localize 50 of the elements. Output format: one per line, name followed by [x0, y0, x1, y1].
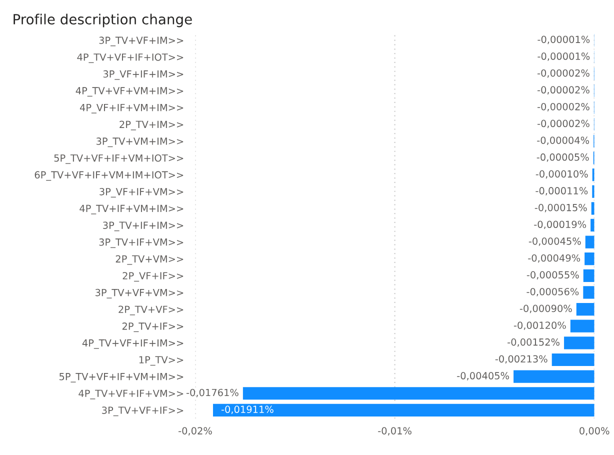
- y-tick-label: 3P_VF+IF+IM>>: [103, 70, 184, 80]
- y-tick-label: 2P_TV+IF>>: [122, 322, 184, 332]
- data-label: -0,00055%: [526, 271, 579, 280]
- y-tick-label: 5P_TV+VF+IF+VM+IOT>>: [54, 154, 184, 164]
- data-label: -0,00002%: [537, 102, 590, 112]
- data-label: -0,01911%: [221, 406, 274, 414]
- data-label: -0,00213%: [495, 355, 548, 364]
- y-tick-label: 3P_VF+IF+VM>>: [100, 188, 184, 198]
- data-label: -0,00010%: [536, 170, 588, 179]
- y-tick-label: 3P_TV+IF+IM>>: [103, 222, 184, 232]
- data-label: -0,00152%: [508, 338, 560, 347]
- data-label: -0,00015%: [534, 204, 587, 212]
- data-label: -0,00002%: [537, 86, 590, 95]
- x-tick-label: 0,00%: [580, 427, 610, 436]
- y-tick-label: 2P_TV+IM>>: [120, 120, 184, 130]
- x-tick-label: -0,01%: [378, 427, 412, 436]
- data-label: -0,00002%: [537, 120, 590, 128]
- data-label: -0,00120%: [514, 322, 566, 330]
- y-tick-label: 2P_TV+VF>>: [118, 306, 184, 316]
- y-tick-label: 6P_TV+VF+IF+VM+IM+IOT>>: [34, 171, 184, 181]
- y-tick-label: 2P_TV+VM>>: [116, 255, 184, 265]
- y-tick-label: 5P_TV+VF+IF+VM+IM>>: [60, 373, 184, 382]
- data-label: -0,00019%: [534, 220, 586, 230]
- data-label: -0,00004%: [537, 136, 590, 145]
- y-tick-label: 2P_VF+IF>>: [122, 272, 184, 282]
- data-label: -0,00011%: [536, 187, 588, 196]
- data-label: -0,00005%: [536, 153, 589, 162]
- y-tick-label: 4P_TV+IF+VM+IM>>: [80, 204, 184, 214]
- y-tick-label: 3P_TV+VF+VM>>: [96, 288, 184, 298]
- data-label: -0,01761%: [186, 388, 238, 398]
- x-tick-label: -0,02%: [178, 427, 212, 436]
- chart-title: Profile description change: [14, 14, 192, 28]
- data-label: -0,00090%: [520, 304, 572, 314]
- data-label: -0,00001%: [538, 52, 590, 61]
- data-label: -0,00001%: [538, 36, 590, 44]
- y-tick-label: 3P_TV+VF+IF>>: [102, 406, 184, 416]
- y-tick-label: 4P_TV+VF+IF+VM>>: [78, 390, 184, 400]
- y-tick-label: 1P_TV>>: [139, 356, 184, 366]
- y-tick-label: 4P_VF+IF+VM+IM>>: [80, 104, 184, 114]
- y-tick-label: 3P_TV+VM+IM>>: [96, 138, 184, 148]
- data-label: -0,00045%: [528, 238, 581, 246]
- y-tick-label: 4P_TV+VF+IF+IOT>>: [77, 53, 184, 63]
- data-label: -0,00056%: [526, 288, 579, 296]
- data-label: -0,00049%: [528, 254, 580, 263]
- data-label: -0,00405%: [457, 372, 510, 380]
- y-tick-label: 3P_TV+IF+VM>>: [99, 238, 184, 248]
- data-label: -0,00002%: [537, 69, 590, 78]
- y-tick-label: 3P_TV+VF+IM>>: [99, 36, 184, 46]
- y-tick-label: 4P_TV+VF+VM+IM>>: [76, 87, 184, 97]
- y-tick-label: 4P_TV+VF+IF+IM>>: [82, 339, 184, 349]
